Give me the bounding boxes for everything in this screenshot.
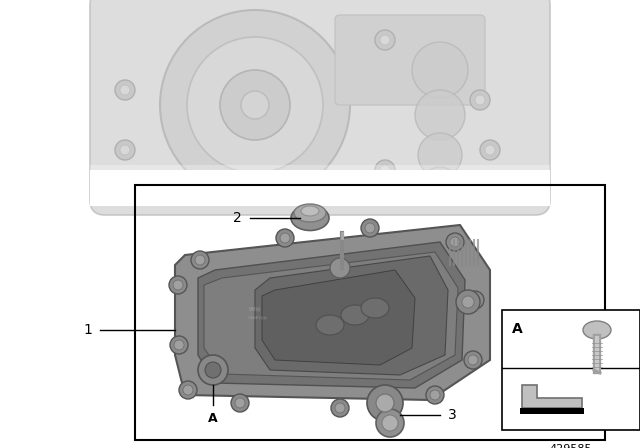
Circle shape [183, 385, 193, 395]
Circle shape [120, 145, 130, 155]
Text: GA8P70H: GA8P70H [248, 316, 268, 320]
Polygon shape [255, 256, 448, 375]
Ellipse shape [361, 298, 389, 318]
Circle shape [187, 37, 323, 173]
Circle shape [169, 276, 187, 294]
Ellipse shape [301, 206, 319, 216]
Circle shape [195, 255, 205, 265]
Polygon shape [262, 270, 415, 365]
Circle shape [450, 237, 460, 247]
Circle shape [415, 90, 465, 140]
Circle shape [480, 140, 500, 160]
Bar [502, 310, 640, 430]
Circle shape [335, 403, 345, 413]
Text: A: A [208, 412, 218, 425]
Bar [135, 185, 605, 440]
Circle shape [280, 233, 290, 243]
Circle shape [198, 355, 228, 385]
Circle shape [468, 355, 478, 365]
Bar [90, 181, 550, 190]
Circle shape [330, 258, 350, 278]
Text: 3: 3 [448, 408, 457, 422]
Ellipse shape [294, 204, 326, 222]
Circle shape [456, 290, 480, 314]
Text: A: A [512, 322, 523, 336]
Circle shape [475, 95, 485, 105]
Circle shape [173, 280, 183, 290]
Circle shape [160, 10, 350, 200]
Ellipse shape [341, 305, 369, 325]
Circle shape [361, 219, 379, 237]
FancyBboxPatch shape [90, 0, 550, 215]
Bar [90, 173, 550, 182]
Circle shape [382, 415, 398, 431]
Ellipse shape [316, 315, 344, 335]
Ellipse shape [583, 321, 611, 339]
Text: 1: 1 [83, 323, 92, 337]
Polygon shape [522, 384, 582, 408]
Polygon shape [175, 225, 490, 400]
Circle shape [426, 386, 444, 404]
Text: 2: 2 [233, 211, 242, 225]
Circle shape [235, 398, 245, 408]
Circle shape [205, 362, 221, 378]
Circle shape [464, 351, 482, 369]
Circle shape [430, 390, 440, 400]
Ellipse shape [291, 206, 329, 231]
Circle shape [179, 381, 197, 399]
Circle shape [231, 394, 249, 412]
Circle shape [412, 42, 468, 98]
Circle shape [375, 160, 395, 180]
Circle shape [331, 399, 349, 417]
Circle shape [365, 223, 375, 233]
Circle shape [191, 251, 209, 269]
Bar [90, 165, 550, 174]
Circle shape [241, 91, 269, 119]
Circle shape [115, 140, 135, 160]
Circle shape [174, 340, 184, 350]
Circle shape [470, 295, 480, 305]
Text: 429585: 429585 [550, 444, 592, 448]
Circle shape [375, 30, 395, 50]
Circle shape [380, 165, 390, 175]
Circle shape [462, 296, 474, 308]
Bar [90, 189, 550, 198]
Circle shape [276, 229, 294, 247]
Circle shape [170, 336, 188, 354]
Circle shape [367, 385, 403, 421]
Circle shape [422, 167, 458, 203]
Bar [90, 197, 550, 206]
Polygon shape [204, 252, 458, 380]
Circle shape [220, 70, 290, 140]
Circle shape [446, 233, 464, 251]
Circle shape [120, 85, 130, 95]
Circle shape [485, 145, 495, 155]
Circle shape [376, 394, 394, 412]
Bar [90, 170, 550, 200]
Circle shape [418, 133, 462, 177]
Circle shape [470, 90, 490, 110]
Circle shape [380, 35, 390, 45]
FancyBboxPatch shape [335, 15, 485, 105]
Circle shape [376, 409, 404, 437]
Polygon shape [198, 242, 465, 388]
Circle shape [466, 291, 484, 309]
Circle shape [115, 80, 135, 100]
Bar [520, 408, 584, 414]
Text: BMW: BMW [248, 307, 260, 313]
